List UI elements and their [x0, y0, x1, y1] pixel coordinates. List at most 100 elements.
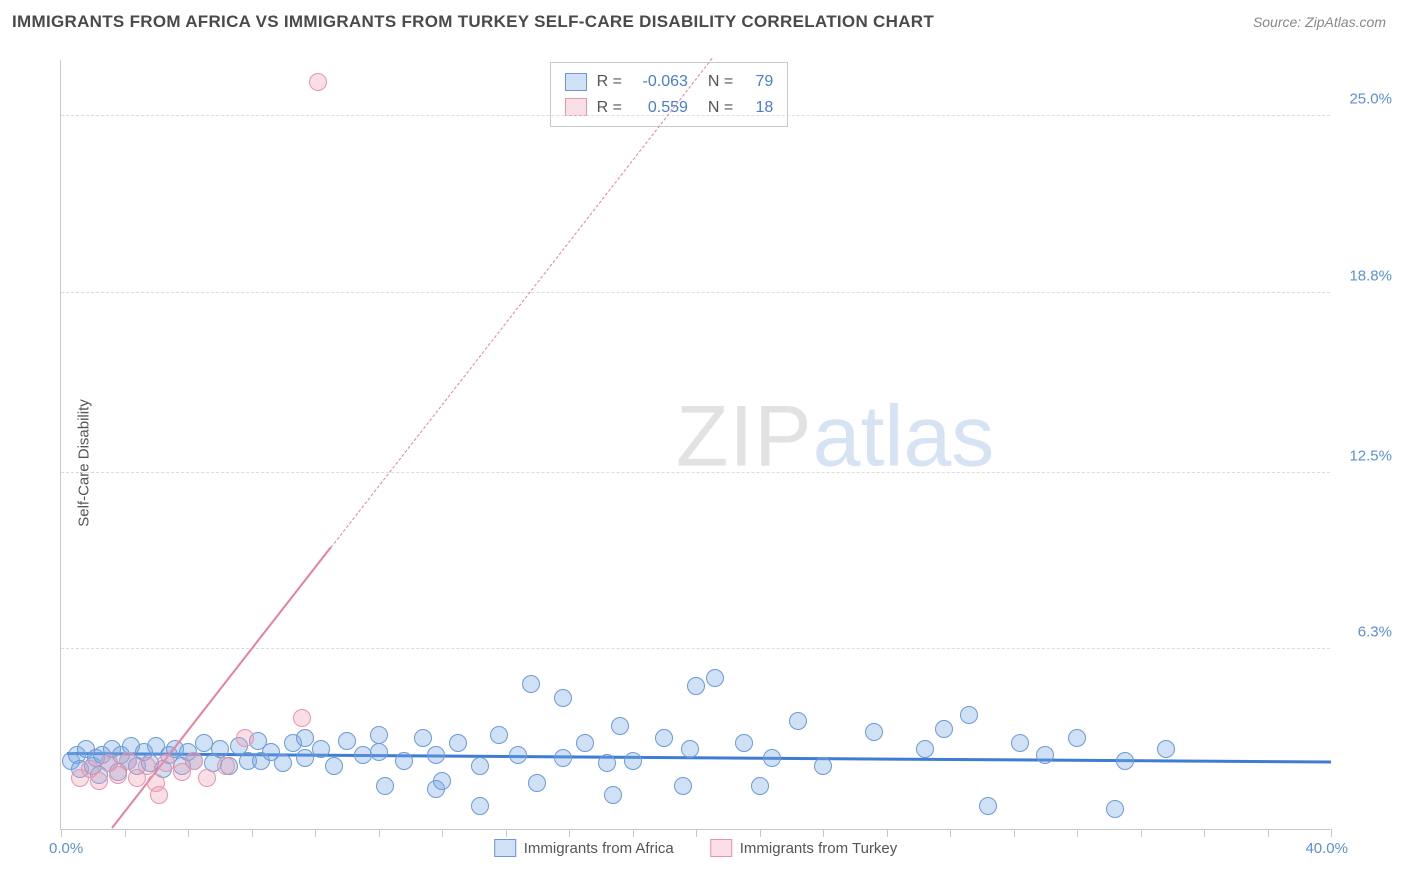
watermark-zip: ZIP [676, 388, 813, 484]
stat-n-value: 18 [743, 95, 773, 121]
scatter-point [119, 752, 137, 770]
stat-r-label: R = [597, 95, 622, 121]
x-tick [760, 829, 761, 837]
scatter-point [751, 777, 769, 795]
scatter-point [979, 797, 997, 815]
scatter-point [935, 720, 953, 738]
y-tick-label: 6.3% [1358, 624, 1392, 641]
watermark-atlas: atlas [813, 388, 995, 484]
scatter-point [185, 752, 203, 770]
stat-n-label: N = [708, 69, 733, 95]
scatter-point [763, 749, 781, 767]
scatter-point [554, 749, 572, 767]
scatter-point [789, 712, 807, 730]
x-axis-min-label: 0.0% [49, 840, 83, 857]
regression-line [111, 546, 332, 828]
x-tick [887, 829, 888, 837]
x-tick [696, 829, 697, 837]
scatter-point [433, 772, 451, 790]
scatter-point [960, 706, 978, 724]
x-tick [379, 829, 380, 837]
legend-label: Immigrants from Turkey [740, 840, 898, 857]
legend-swatch [710, 839, 732, 857]
scatter-point [611, 717, 629, 735]
scatter-point [449, 734, 467, 752]
series-swatch [565, 73, 587, 91]
x-tick [1268, 829, 1269, 837]
x-tick [1077, 829, 1078, 837]
scatter-point [509, 746, 527, 764]
stats-row: R = -0.063 N = 79 [565, 69, 774, 95]
scatter-point [1106, 800, 1124, 818]
x-tick [125, 829, 126, 837]
scatter-point [1116, 752, 1134, 770]
scatter-point [624, 752, 642, 770]
scatter-point [1068, 729, 1086, 747]
x-tick [61, 829, 62, 837]
stat-r-label: R = [597, 69, 622, 95]
scatter-point [138, 757, 156, 775]
scatter-point [528, 774, 546, 792]
scatter-point [522, 675, 540, 693]
y-tick-label: 12.5% [1349, 447, 1392, 464]
scatter-point [1036, 746, 1054, 764]
scatter-point [427, 746, 445, 764]
x-tick [442, 829, 443, 837]
regression-line-dashed [330, 58, 712, 547]
chart-title: IMMIGRANTS FROM AFRICA VS IMMIGRANTS FRO… [12, 12, 934, 32]
legend-label: Immigrants from Africa [524, 840, 674, 857]
gridline [61, 292, 1330, 293]
scatter-point [293, 709, 311, 727]
x-tick [188, 829, 189, 837]
scatter-point [312, 740, 330, 758]
scatter-point [1157, 740, 1175, 758]
y-tick-label: 25.0% [1349, 91, 1392, 108]
scatter-point [916, 740, 934, 758]
scatter-point [198, 769, 216, 787]
scatter-point [370, 726, 388, 744]
x-tick [1014, 829, 1015, 837]
x-tick [569, 829, 570, 837]
legend-swatch [494, 839, 516, 857]
scatter-point [274, 754, 292, 772]
chart-header: IMMIGRANTS FROM AFRICA VS IMMIGRANTS FRO… [0, 0, 1406, 40]
gridline [61, 472, 1330, 473]
scatter-point [865, 723, 883, 741]
chart-legend: Immigrants from Africa Immigrants from Tu… [494, 839, 898, 857]
scatter-point [735, 734, 753, 752]
chart-container: Self-Care Disability ZIPatlas R =-0.063N… [12, 48, 1394, 878]
scatter-point [1011, 734, 1029, 752]
x-tick [633, 829, 634, 837]
x-tick [252, 829, 253, 837]
scatter-point [471, 797, 489, 815]
x-tick [506, 829, 507, 837]
x-tick [823, 829, 824, 837]
stat-n-label: N = [708, 95, 733, 121]
scatter-point [706, 669, 724, 687]
stat-r-value: -0.063 [632, 69, 688, 95]
scatter-point [687, 677, 705, 695]
scatter-point [90, 772, 108, 790]
x-axis-max-label: 40.0% [1305, 840, 1348, 857]
correlation-stats-box: R =-0.063N =79R =0.559N =18 [550, 62, 789, 127]
scatter-point [370, 743, 388, 761]
scatter-plot-area: ZIPatlas R =-0.063N =79R =0.559N =18 0.0… [60, 60, 1330, 830]
scatter-point [236, 729, 254, 747]
x-tick [950, 829, 951, 837]
x-tick [315, 829, 316, 837]
scatter-point [150, 786, 168, 804]
scatter-point [490, 726, 508, 744]
legend-item: Immigrants from Turkey [710, 839, 898, 857]
y-tick-label: 18.8% [1349, 267, 1392, 284]
x-tick [1331, 829, 1332, 837]
scatter-point [554, 689, 572, 707]
legend-item: Immigrants from Africa [494, 839, 674, 857]
gridline [61, 115, 1330, 116]
scatter-point [414, 729, 432, 747]
x-tick [1141, 829, 1142, 837]
scatter-point [376, 777, 394, 795]
scatter-point [325, 757, 343, 775]
stat-n-value: 79 [743, 69, 773, 95]
scatter-point [309, 73, 327, 91]
scatter-point [217, 757, 235, 775]
